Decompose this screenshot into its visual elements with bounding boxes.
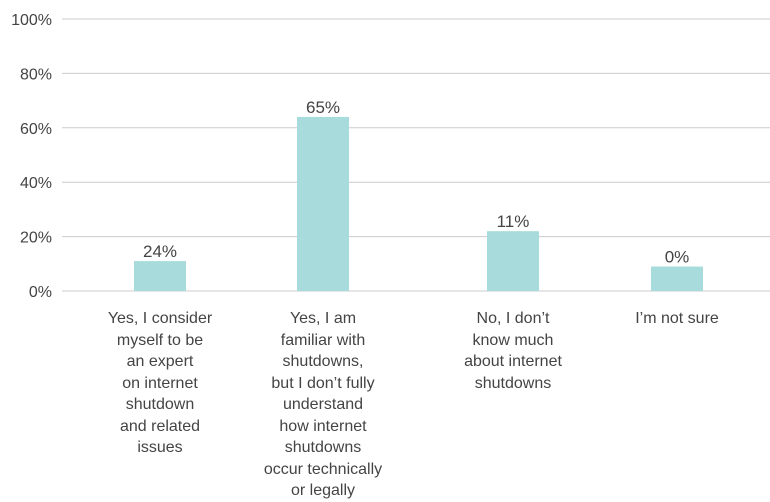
x-tick-label-line: about internet xyxy=(464,353,562,370)
x-tick-label-line: shutdowns, xyxy=(282,353,364,370)
data-label: 24% xyxy=(143,242,177,261)
x-tick-label-line: an expert xyxy=(126,353,194,370)
bar xyxy=(487,231,539,291)
x-tick-label-line: shutdowns xyxy=(284,439,362,456)
x-tick-label-line: issues xyxy=(137,439,183,456)
x-tick-label-line: and related xyxy=(119,417,201,435)
y-tick-label: 0% xyxy=(29,284,52,301)
x-tick-label-line: or legally xyxy=(290,482,356,499)
x-tick-label-line: occur technically xyxy=(263,460,383,478)
data-label: 65% xyxy=(306,98,340,117)
bar xyxy=(134,261,186,291)
x-tick-label: Yes, I am familiar with shutdowns, but I do… xyxy=(253,308,393,502)
bar xyxy=(651,266,703,291)
x-tick-label-line: Yes, I consider xyxy=(107,310,213,327)
x-tick-label-line: I’m not sure xyxy=(635,310,719,327)
x-tick-label-line: Yes, I am xyxy=(289,310,357,327)
x-tick-label-line: myself to be xyxy=(116,331,204,349)
y-tick-label: 20% xyxy=(20,230,52,247)
x-tick-label-line: understand xyxy=(282,396,364,413)
x-tick-label-line: shutdowns xyxy=(474,374,552,392)
y-tick-label: 80% xyxy=(20,66,52,83)
y-tick-label: 100% xyxy=(11,12,52,29)
x-tick-label-line: shutdown xyxy=(125,396,195,413)
bar xyxy=(297,116,349,291)
x-tick-label-line: but I don’t fully xyxy=(271,374,375,392)
x-tick-label-line: familiar with xyxy=(280,331,366,349)
x-tick-label: Yes, I consider myself to be an expert on i… xyxy=(90,308,230,459)
x-tick-label-line: on internet xyxy=(122,374,198,392)
y-tick-label: 40% xyxy=(20,175,52,192)
data-label: 0% xyxy=(665,248,690,267)
x-tick-label: No, I don’t know much about internet shutdo… xyxy=(443,308,583,394)
x-tick-label-line: No, I don’t xyxy=(476,310,550,327)
y-tick-label: 60% xyxy=(20,121,52,138)
data-label: 11% xyxy=(497,212,530,231)
x-tick-label: I’m not sure xyxy=(607,308,747,330)
x-tick-label-line: how internet xyxy=(279,417,367,435)
x-tick-label-line: know much xyxy=(472,331,554,349)
